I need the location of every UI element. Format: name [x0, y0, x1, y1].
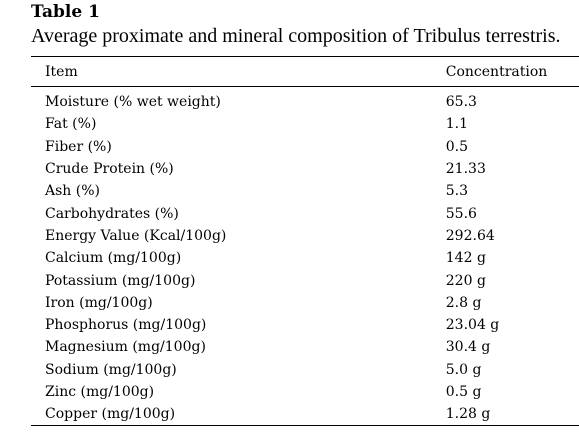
table-row: Sodium (mg/100g) 5.0 g — [31, 359, 579, 381]
table-row: Magnesium (mg/100g) 30.4 g — [31, 336, 579, 358]
table-row: Iron (mg/100g) 2.8 g — [31, 292, 579, 314]
row-item: Potassium (mg/100g) — [45, 272, 196, 289]
row-concentration: 0.5 g — [445, 384, 482, 400]
row-concentration: 292.64 — [445, 227, 495, 244]
row-item: Calcium (mg/100g) — [45, 250, 182, 267]
row-item: Crude Protein (%) — [45, 161, 174, 178]
table-row: Energy Value (Kcal/100g) 292.64 — [31, 225, 579, 247]
table-caption: Average proximate and mineral compositio… — [31, 25, 561, 47]
row-concentration: 5.3 — [445, 183, 469, 200]
row-item: Fiber (%) — [45, 138, 112, 155]
row-item: Magnesium (mg/100g) — [45, 339, 206, 356]
row-concentration: 55.6 — [445, 205, 477, 222]
header-item: Item — [31, 57, 446, 87]
row-concentration: 220 g — [445, 272, 486, 289]
table-row: Moisture (% wet weight) 65.3 — [31, 87, 579, 114]
row-concentration: 21.33 — [445, 161, 486, 178]
table-row: Zinc (mg/100g) 0.5 g — [31, 381, 579, 403]
row-concentration: 142 g — [445, 250, 486, 267]
row-item: Zinc (mg/100g) — [45, 384, 155, 400]
table-row: Crude Protein (%) 21.33 — [31, 158, 579, 180]
row-concentration: 65.3 — [445, 94, 477, 111]
table-row: Phosphorus (mg/100g) 23.04 g — [31, 314, 579, 336]
table-row: Fat (%) 1.1 — [31, 113, 579, 135]
table-row: Fiber (%) 0.5 — [31, 136, 579, 158]
row-concentration: 30.4 g — [445, 339, 491, 356]
row-item: Ash (%) — [45, 183, 100, 200]
table-row: Calcium (mg/100g) 142 g — [31, 247, 579, 269]
table-body: Moisture (% wet weight) 65.3 Fat (%) 1.1 F… — [31, 87, 579, 426]
table-row: Potassium (mg/100g) 220 g — [31, 269, 579, 291]
row-concentration: 1.1 — [445, 116, 469, 133]
row-concentration: 0.5 — [445, 138, 469, 155]
row-concentration: 5.0 g — [445, 361, 482, 378]
row-item: Copper (mg/100g) — [45, 406, 176, 423]
table-header-row: Item Concentration — [31, 57, 579, 87]
table-block: Table 1 Average proximate and mineral co… — [31, 0, 579, 427]
row-item: Phosphorus (mg/100g) — [45, 317, 207, 334]
row-item: Carbohydrates (%) — [45, 205, 179, 222]
table-top-rule — [31, 56, 579, 57]
table-label: Table 1 — [31, 2, 100, 22]
row-concentration: 23.04 g — [445, 317, 500, 334]
row-item: Moisture (% wet weight) — [45, 94, 221, 111]
row-item: Sodium (mg/100g) — [45, 361, 177, 378]
row-concentration: 1.28 g — [445, 406, 491, 423]
composition-table: Item Concentration Moisture (% wet weigh… — [31, 57, 579, 425]
table-row: Ash (%) 5.3 — [31, 180, 579, 202]
table-row: Carbohydrates (%) 55.6 — [31, 202, 579, 224]
row-item: Energy Value (Kcal/100g) — [45, 227, 227, 244]
header-concentration: Concentration — [445, 57, 579, 87]
row-item: Iron (mg/100g) — [45, 294, 153, 311]
row-concentration: 2.8 g — [445, 294, 482, 311]
row-item: Fat (%) — [45, 116, 97, 133]
table-bottom-rule — [31, 425, 579, 427]
table-row: Copper (mg/100g) 1.28 g — [31, 403, 579, 425]
